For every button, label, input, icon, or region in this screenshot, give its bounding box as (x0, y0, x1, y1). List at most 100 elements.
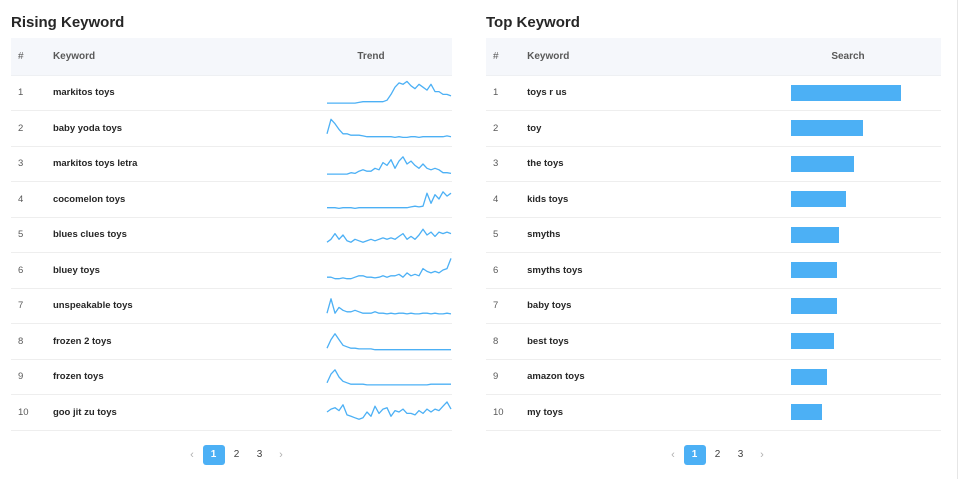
row-num: 8 (11, 323, 46, 360)
keyword-link[interactable]: the toys (520, 146, 755, 182)
header-trend: Trend (290, 38, 452, 76)
keyword-link[interactable]: blues clues toys (45, 217, 290, 253)
table-row: 4 kids toys (486, 181, 941, 218)
trend-sparkline (327, 155, 452, 175)
table-row: 5 blues clues toys (11, 217, 452, 253)
keyword-link[interactable]: toy (520, 110, 755, 147)
keyword-link[interactable]: my toys (520, 394, 755, 431)
trend-line (326, 118, 452, 139)
page-3-button[interactable]: 3 (256, 449, 263, 460)
search-cell (755, 323, 941, 360)
trend-sparkline (326, 228, 452, 243)
table-row: 9 frozen toys (11, 359, 452, 395)
trend-cell (290, 217, 452, 253)
trend-sparkline (327, 191, 452, 210)
row-num: 1 (11, 75, 46, 111)
search-volume-bar (791, 297, 837, 314)
keyword-link[interactable]: kids toys (520, 181, 755, 218)
row-num: 3 (11, 146, 46, 182)
row-num: 6 (11, 252, 46, 289)
row-num: 9 (11, 359, 46, 395)
keyword-link[interactable]: cocomelon toys (45, 181, 290, 218)
prev-page-button[interactable]: ‹ (671, 449, 675, 461)
top-keyword-panel: Top Keyword # Keyword Search 1 toys r us 2… (486, 12, 941, 431)
keyword-link[interactable]: amazon toys (520, 359, 755, 395)
trend-line (327, 80, 452, 104)
rising-keyword-title: Rising Keyword (11, 14, 125, 31)
table-row: 3 the toys (486, 146, 941, 182)
search-cell (755, 181, 941, 218)
table-row: 6 bluey toys (11, 252, 452, 289)
row-num: 5 (486, 217, 521, 253)
search-volume-bar (791, 262, 837, 279)
trend-cell (290, 323, 452, 360)
trend-cell (290, 394, 452, 431)
table-row: 7 unspeakable toys (11, 288, 452, 324)
trend-sparkline (326, 368, 451, 386)
keyword-link[interactable]: markitos toys (45, 75, 290, 111)
top-keyword-title: Top Keyword (486, 14, 580, 31)
search-bar-track (791, 404, 941, 421)
search-cell (755, 252, 941, 289)
trend-sparkline (326, 297, 452, 315)
keyword-link[interactable]: frozen toys (45, 359, 290, 395)
search-cell (755, 394, 941, 431)
keyword-link[interactable]: smyths toys (520, 252, 755, 289)
search-cell (755, 146, 941, 182)
keyword-link[interactable]: frozen 2 toys (45, 323, 290, 360)
row-num: 7 (11, 288, 46, 324)
page-3-button[interactable]: 3 (737, 449, 744, 460)
search-bar-track (791, 368, 941, 385)
row-num: 1 (486, 75, 521, 111)
table-row: 10 goo jit zu toys (11, 394, 452, 431)
rising-table-body: 1 markitos toys 2 baby yoda toys 3 markitos t… (11, 75, 452, 431)
keyword-link[interactable]: bluey toys (45, 252, 290, 289)
table-row: 8 best toys (486, 323, 941, 360)
trend-cell (290, 288, 452, 324)
keyword-link[interactable]: toys r us (520, 75, 755, 111)
keyword-link[interactable]: markitos toys letra (45, 146, 290, 182)
trend-sparkline (326, 333, 451, 351)
row-num: 7 (486, 288, 521, 324)
trend-line (326, 297, 452, 315)
search-bar-track (791, 333, 941, 350)
keyword-link[interactable]: baby toys (520, 288, 755, 324)
search-bar-track (791, 262, 941, 279)
row-num: 9 (486, 359, 521, 395)
header-keyword: Keyword (520, 38, 755, 76)
search-cell (755, 110, 941, 147)
keyword-link[interactable]: goo jit zu toys (45, 394, 290, 431)
page-2-button[interactable]: 2 (714, 449, 721, 460)
page-2-button[interactable]: 2 (233, 449, 240, 460)
rising-keyword-panel: Rising Keyword # Keyword Trend 1 markitos… (11, 12, 452, 431)
trend-cell (290, 252, 452, 289)
trend-line (326, 368, 451, 386)
trend-sparkline (326, 401, 452, 421)
next-page-button[interactable]: › (760, 449, 764, 461)
keyword-link[interactable]: unspeakable toys (45, 288, 290, 324)
page-1-button[interactable]: 1 (202, 445, 225, 465)
table-row: 2 baby yoda toys (11, 110, 452, 147)
top-pagination: ‹ 1 2 3 › (663, 445, 772, 465)
page-1-button[interactable]: 1 (683, 445, 706, 465)
keyword-link[interactable]: best toys (520, 323, 755, 360)
row-num: 6 (486, 252, 521, 289)
trend-line (326, 228, 452, 243)
row-num: 10 (486, 394, 521, 431)
trend-cell (290, 359, 452, 395)
search-cell (755, 217, 941, 253)
trend-cell (290, 75, 452, 111)
prev-page-button[interactable]: ‹ (190, 449, 194, 461)
search-volume-bar (791, 226, 839, 243)
keyword-link[interactable]: baby yoda toys (45, 110, 290, 147)
row-num: 3 (486, 146, 521, 182)
trend-line (327, 258, 452, 280)
top-table-body: 1 toys r us 2 toy 3 the toys 4 kids toys 5 smyths… (486, 75, 941, 431)
row-num: 4 (486, 181, 521, 218)
search-volume-bar (791, 120, 863, 137)
search-bar-track (791, 120, 941, 137)
trend-sparkline (326, 118, 452, 139)
keyword-link[interactable]: smyths (520, 217, 755, 253)
next-page-button[interactable]: › (279, 449, 283, 461)
trend-cell (290, 110, 452, 147)
